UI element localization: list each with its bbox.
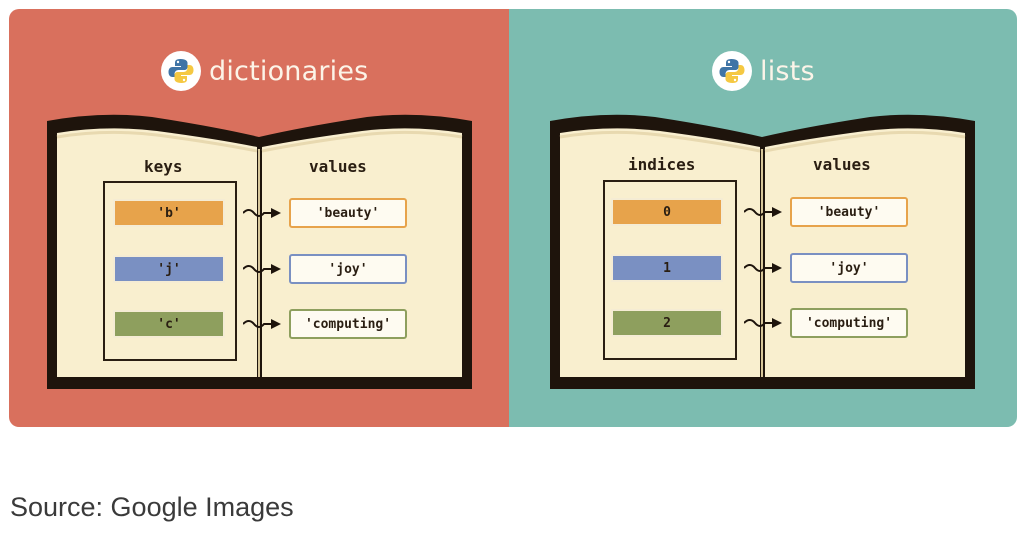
arrow-icon [243, 264, 281, 274]
arrow-icon [744, 263, 782, 273]
source-caption: Source: Google Images [10, 492, 294, 522]
lists-title: lists [712, 51, 815, 91]
arrow-icon [243, 319, 281, 329]
indices-box [603, 180, 737, 360]
arrow-icon [744, 318, 782, 328]
index-chip-2: 2 [611, 309, 723, 337]
arrow-icon [243, 208, 281, 218]
dictionaries-title: dictionaries [161, 51, 368, 91]
keys-header: keys [144, 157, 183, 176]
lists-title-text: lists [760, 55, 815, 87]
dictionaries-book: keys values 'b' 'j' 'c' 'beauty' 'joy' '… [47, 109, 472, 389]
index-chip-1: 1 [611, 254, 723, 282]
python-logo-icon [712, 51, 752, 91]
value-joy: 'joy' [790, 253, 908, 283]
value-beauty: 'beauty' [289, 198, 407, 228]
dictionaries-panel: dictionaries keys values 'b' 'j' 'c' 'be… [9, 9, 509, 427]
lists-panel: lists indices values 0 1 2 'beauty' 'joy… [509, 9, 1017, 427]
dictionaries-vs-lists-figure: dictionaries keys values 'b' 'j' 'c' 'be… [9, 9, 1017, 427]
key-chip-j: 'j' [113, 255, 225, 283]
value-beauty: 'beauty' [790, 197, 908, 227]
key-chip-c: 'c' [113, 310, 225, 338]
keys-box [103, 181, 237, 361]
values-header: values [309, 157, 367, 176]
lists-book: indices values 0 1 2 'beauty' 'joy' 'com… [550, 109, 975, 389]
value-computing: 'computing' [790, 308, 908, 338]
index-chip-0: 0 [611, 198, 723, 226]
indices-header: indices [628, 155, 696, 174]
values-header: values [813, 155, 871, 174]
arrow-icon [744, 207, 782, 217]
key-chip-b: 'b' [113, 199, 225, 227]
value-joy: 'joy' [289, 254, 407, 284]
python-logo-icon [161, 51, 201, 91]
value-computing: 'computing' [289, 309, 407, 339]
dictionaries-title-text: dictionaries [209, 55, 369, 87]
